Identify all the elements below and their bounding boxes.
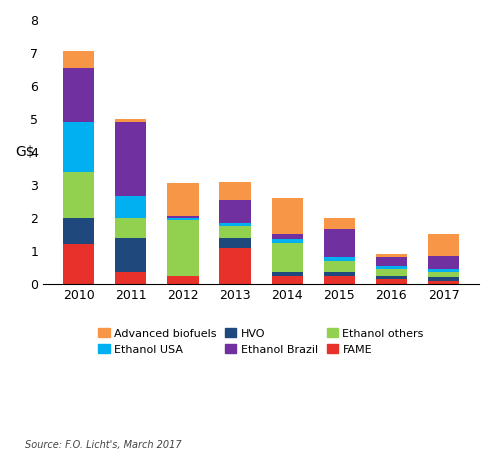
Text: Source: F.O. Licht's, March 2017: Source: F.O. Licht's, March 2017 <box>25 440 181 450</box>
Bar <box>63 172 94 218</box>
Bar <box>167 218 199 220</box>
Bar <box>219 200 250 223</box>
Bar <box>115 218 146 238</box>
Bar <box>167 220 199 275</box>
Bar <box>115 197 146 218</box>
Bar <box>428 272 459 277</box>
Bar <box>324 218 355 229</box>
Bar <box>272 243 303 272</box>
Bar <box>428 256 459 269</box>
Bar <box>219 223 250 226</box>
Bar <box>167 216 199 218</box>
Bar <box>428 269 459 272</box>
Bar <box>63 122 94 172</box>
Bar <box>428 277 459 280</box>
Bar <box>167 183 199 216</box>
Bar <box>272 239 303 243</box>
Bar <box>63 218 94 244</box>
Bar <box>63 68 94 122</box>
Bar <box>376 269 407 275</box>
Bar <box>376 275 407 279</box>
Legend: Advanced biofuels, Ethanol USA, HVO, Ethanol Brazil, Ethanol others, FAME: Advanced biofuels, Ethanol USA, HVO, Eth… <box>94 323 428 359</box>
Bar <box>219 182 250 200</box>
Bar <box>324 272 355 275</box>
Bar <box>376 257 407 265</box>
Bar <box>167 275 199 284</box>
Bar <box>219 226 250 238</box>
Bar <box>376 254 407 257</box>
Bar <box>324 229 355 257</box>
Bar <box>115 238 146 272</box>
Bar <box>63 244 94 284</box>
Bar <box>324 275 355 284</box>
Bar <box>219 247 250 284</box>
Bar <box>219 238 250 247</box>
Bar <box>376 279 407 284</box>
Y-axis label: G$: G$ <box>15 145 35 159</box>
Bar <box>272 234 303 239</box>
Bar <box>115 122 146 197</box>
Bar <box>115 272 146 284</box>
Bar <box>63 51 94 68</box>
Bar <box>428 280 459 284</box>
Bar <box>376 265 407 269</box>
Bar <box>115 119 146 122</box>
Bar <box>428 234 459 256</box>
Bar <box>272 275 303 284</box>
Bar <box>324 261 355 272</box>
Bar <box>272 272 303 275</box>
Bar <box>272 198 303 234</box>
Bar <box>324 257 355 261</box>
